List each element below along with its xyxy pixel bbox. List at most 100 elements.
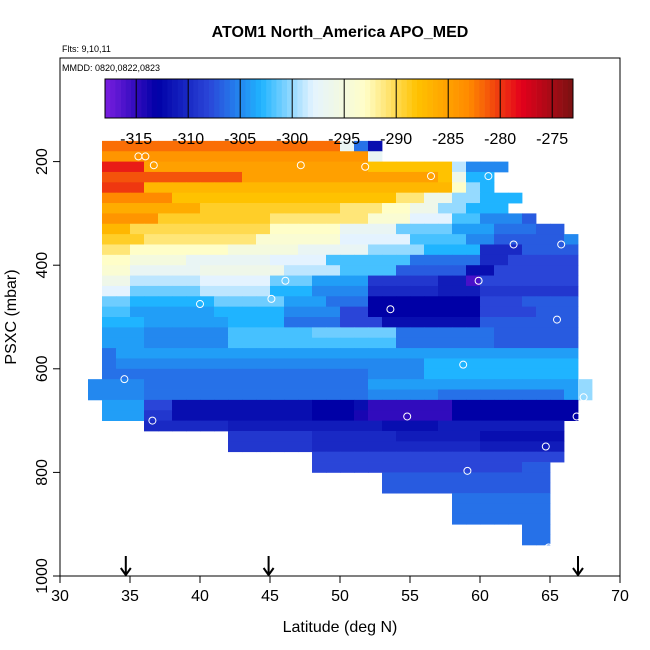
heatmap-cell: [326, 462, 341, 473]
heatmap-cell: [368, 140, 383, 152]
heatmap-cell: [172, 285, 187, 297]
heatmap-cell: [284, 420, 299, 432]
colorbar-swatch: [120, 79, 127, 118]
heatmap-cell: [158, 171, 173, 183]
heatmap-cell: [340, 410, 355, 421]
heatmap-cell: [326, 285, 341, 297]
heatmap-cell: [368, 451, 383, 463]
colorbar-frame: [104, 78, 574, 119]
flight-arrow: [119, 556, 132, 577]
heatmap-cell: [508, 306, 523, 318]
heatmap-cell: [228, 441, 243, 453]
heatmap-cell: [382, 306, 397, 318]
heatmap-cell: [508, 389, 523, 401]
heatmap-cell: [130, 244, 145, 256]
heatmap-cell: [116, 285, 131, 297]
colorbar-swatch: [177, 79, 184, 118]
colorbar-swatch: [359, 79, 366, 118]
colorbar-tick-label: -280: [484, 131, 516, 148]
heatmap-cell: [242, 348, 257, 359]
heatmap-cell: [186, 234, 201, 245]
heatmap-cell: [452, 213, 467, 225]
heatmap-cell: [284, 171, 299, 183]
heatmap-cell: [382, 348, 397, 359]
heatmap-cell: [368, 441, 383, 453]
heatmap-cell: [368, 399, 383, 411]
heatmap-cell: [508, 337, 523, 349]
heatmap-cell: [172, 275, 187, 287]
heatmap-cell: [340, 223, 355, 235]
heatmap-cell: [144, 203, 159, 214]
heatmap-cell: [298, 213, 313, 225]
heatmap-cell: [200, 182, 215, 194]
heatmap-cell: [382, 182, 397, 194]
observation-point: [296, 161, 305, 170]
heatmap-cell: [368, 192, 383, 204]
heatmap-cell: [480, 161, 495, 173]
colorbar-tick-label: -275: [536, 131, 568, 148]
heatmap-cell: [312, 213, 327, 225]
heatmap-cell: [116, 327, 131, 339]
heatmap-cell: [508, 493, 523, 504]
heatmap-cell: [424, 254, 439, 266]
heatmap-cell: [214, 223, 229, 235]
heatmap-cell: [214, 348, 229, 359]
heatmap-cell: [536, 317, 551, 328]
heatmap-cell: [550, 265, 565, 276]
heatmap-cell: [186, 296, 201, 308]
heatmap-cell: [550, 254, 565, 266]
colorbar-swatch: [261, 79, 267, 118]
heatmap-cell: [256, 285, 271, 297]
heatmap-cell: [116, 213, 131, 225]
heatmap-cell: [452, 368, 467, 380]
heatmap-cell: [242, 441, 257, 453]
heatmap-cell: [158, 399, 173, 411]
heatmap-cell: [452, 451, 467, 463]
heatmap-cell: [130, 399, 145, 411]
colorbar-swatch: [328, 79, 335, 118]
heatmap-cell: [424, 234, 439, 245]
heatmap-cell: [200, 306, 215, 318]
heatmap-cell: [242, 399, 257, 411]
colorbar-swatch: [203, 79, 210, 118]
heatmap-cell: [144, 296, 159, 308]
flights-label: Flts: 9,10,11: [62, 44, 111, 54]
heatmap-cell: [116, 410, 131, 421]
heatmap-cell: [522, 451, 537, 463]
heatmap-cell: [354, 182, 369, 194]
heatmap-cell: [480, 306, 495, 318]
heatmap-cell: [466, 182, 481, 194]
heatmap-cell: [172, 348, 187, 359]
colorbar-swatch: [136, 79, 142, 118]
heatmap-cell: [172, 265, 187, 276]
colorbar-swatch: [125, 79, 132, 118]
heatmap-cell: [354, 358, 369, 370]
heatmap-cell: [438, 171, 453, 183]
heatmap-cell: [564, 254, 579, 266]
heatmap-cell: [396, 472, 411, 484]
y-axis-label: PSXC (mbar): [3, 269, 20, 364]
heatmap-cell: [242, 430, 257, 442]
heatmap-cell: [522, 265, 537, 276]
heatmap-cell: [326, 244, 341, 256]
heatmap-cell: [298, 234, 313, 245]
heatmap-cell: [312, 337, 327, 349]
heatmap-cell: [270, 379, 285, 390]
heatmap-cell: [284, 317, 299, 328]
heatmap-cell: [158, 420, 173, 432]
heatmap-cell: [298, 192, 313, 204]
heatmap-cell: [410, 410, 425, 421]
heatmap-cell: [172, 337, 187, 349]
heatmap-cell: [284, 389, 299, 401]
heatmap-cell: [522, 275, 537, 287]
heatmap-cell: [102, 389, 117, 401]
heatmap-cell: [354, 254, 369, 266]
heatmap-cell: [116, 171, 131, 183]
heatmap-cell: [522, 234, 537, 245]
heatmap-cell: [158, 244, 173, 256]
heatmap-cell: [410, 171, 425, 183]
heatmap-cell: [522, 534, 537, 546]
heatmap-cell: [494, 472, 509, 484]
heatmap-cell: [494, 244, 509, 256]
heatmap-cell: [368, 244, 383, 256]
